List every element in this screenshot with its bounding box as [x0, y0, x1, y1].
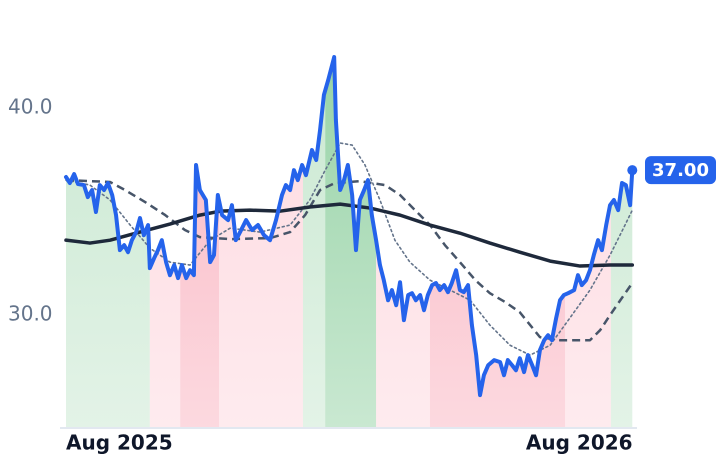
y-tick-label: 30.0: [8, 302, 53, 326]
mid-average: [65, 178, 634, 342]
value-badge: [645, 156, 716, 185]
x-tick-label: Aug 2025: [66, 431, 173, 455]
last-point: [627, 165, 638, 176]
x-tick-label: Aug 2026: [526, 431, 633, 455]
short-average: [65, 142, 634, 356]
y-tick-label: 40.0: [8, 95, 53, 119]
region: [565, 57, 611, 427]
region: [219, 57, 303, 427]
region: [302, 57, 326, 427]
labels: 30.0 40.0 Aug 2025 Aug 2026 37.00: [8, 95, 716, 455]
value-label: 37.00: [652, 160, 709, 181]
region: [429, 57, 566, 427]
regions: [66, 57, 633, 427]
region: [180, 57, 220, 427]
region: [610, 57, 633, 427]
region: [325, 57, 377, 427]
lines: [64, 55, 638, 398]
price-line: [64, 55, 635, 398]
